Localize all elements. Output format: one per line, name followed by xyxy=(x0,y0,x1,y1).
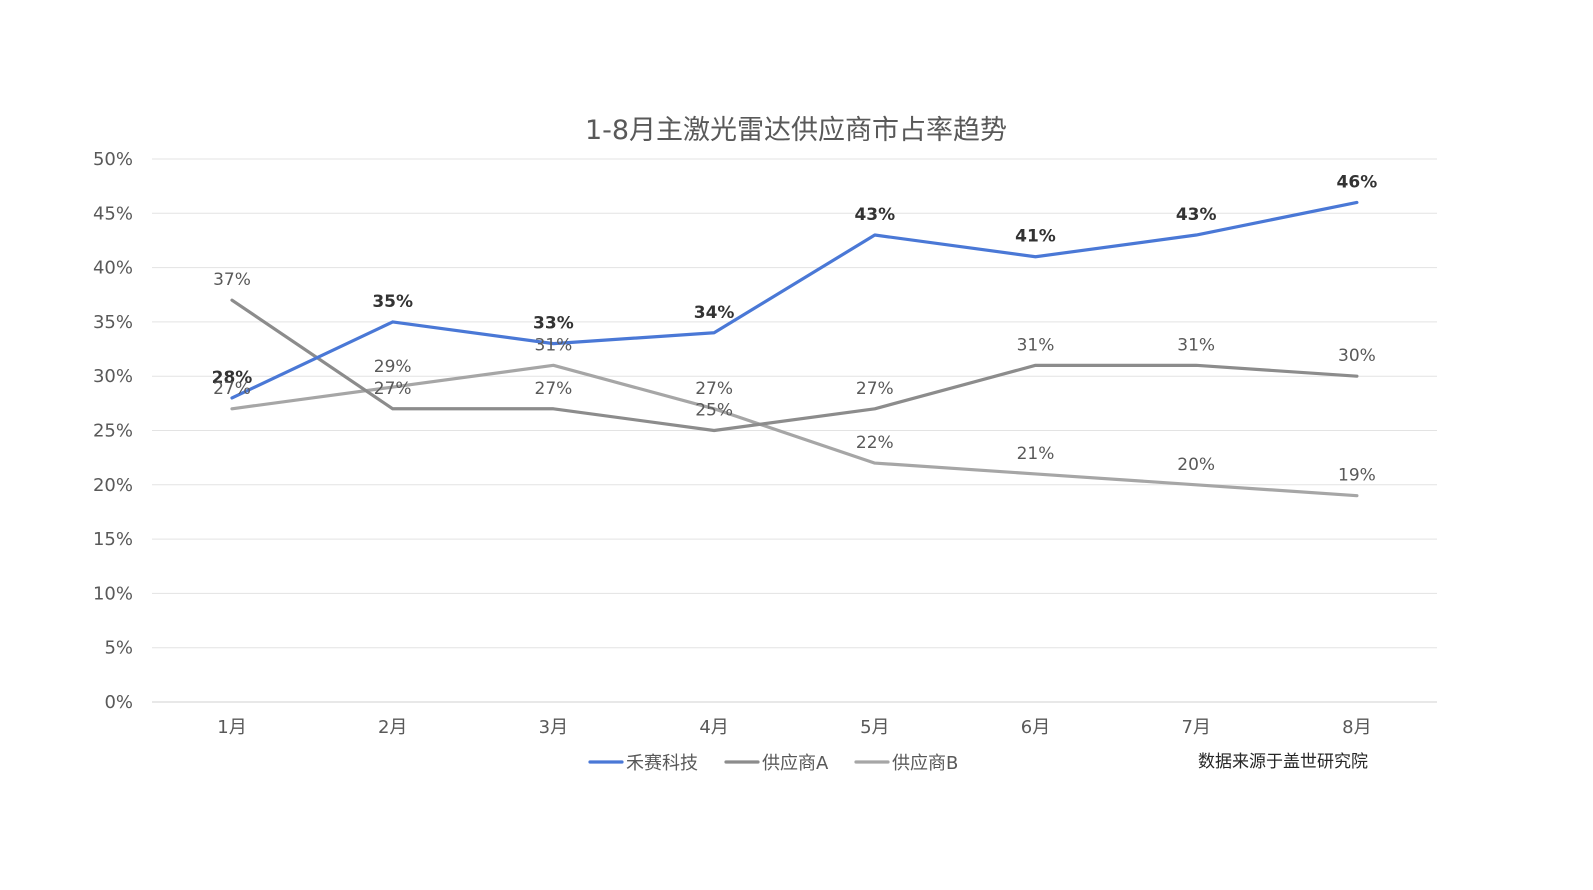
y-tick-label: 20% xyxy=(93,475,133,496)
y-tick-label: 10% xyxy=(93,583,133,604)
data-label: 29% xyxy=(374,357,412,377)
data-label: 30% xyxy=(1338,346,1376,366)
y-tick-label: 40% xyxy=(93,258,133,279)
source-note: 数据来源于盖世研究院 xyxy=(1198,752,1368,772)
x-tick-label: 2月 xyxy=(378,717,407,738)
legend-label: 供应商B xyxy=(892,753,958,774)
x-tick-label: 1月 xyxy=(217,717,246,738)
x-tick-label: 3月 xyxy=(539,717,568,738)
x-tick-label: 8月 xyxy=(1342,717,1371,738)
series-line xyxy=(230,298,1359,433)
data-label: 28% xyxy=(212,368,253,388)
y-tick-label: 0% xyxy=(104,692,133,713)
legend-label: 供应商A xyxy=(762,753,829,774)
y-tick-label: 50% xyxy=(93,149,133,170)
data-label: 21% xyxy=(1017,444,1055,464)
data-label: 27% xyxy=(374,379,412,399)
series-lines xyxy=(230,200,1359,498)
data-labels: 28%35%33%34%43%41%43%46%37%27% 27%25%27%3… xyxy=(212,172,1378,485)
data-label: 27% xyxy=(856,379,894,399)
y-tick-label: 5% xyxy=(104,638,133,659)
y-tick-label: 45% xyxy=(93,203,133,224)
data-label: 19% xyxy=(1338,466,1376,486)
chart-title: 1-8月主激光雷达供应商市占率趋势 xyxy=(585,115,1007,146)
x-tick-label: 5月 xyxy=(860,717,889,738)
data-label: 41% xyxy=(1015,227,1056,247)
y-tick-label: 15% xyxy=(93,529,133,550)
legend: 禾赛科技 供应商A 供应商B xyxy=(588,753,958,774)
series-line xyxy=(230,200,1359,400)
gridlines xyxy=(152,158,1437,703)
data-label: 31% xyxy=(535,335,573,355)
data-label: 31% xyxy=(1177,335,1215,355)
data-label: 27% xyxy=(695,379,733,399)
data-label: 27% xyxy=(535,379,573,399)
data-label: 43% xyxy=(1176,205,1217,225)
y-axis: 0% 5% 10% 15% 20% 25% 30% 35% 40% 45% 50% xyxy=(93,149,133,713)
data-label: 34% xyxy=(694,303,735,323)
x-tick-label: 7月 xyxy=(1181,717,1210,738)
data-label: 22% xyxy=(856,433,894,453)
data-label: 33% xyxy=(533,314,574,334)
x-tick-label: 4月 xyxy=(699,717,728,738)
data-label: 46% xyxy=(1337,172,1378,192)
data-label: 35% xyxy=(372,292,413,312)
x-axis: 1月 2月 3月 4月 5月 6月 7月 8月 xyxy=(217,717,1371,738)
y-tick-label: 25% xyxy=(93,421,133,442)
data-label: 20% xyxy=(1177,455,1215,475)
y-tick-label: 35% xyxy=(93,312,133,333)
legend-label: 禾赛科技 xyxy=(626,753,698,774)
data-label: 25% xyxy=(695,401,733,421)
x-tick-label: 6月 xyxy=(1021,717,1050,738)
data-label: 37% xyxy=(213,270,251,290)
data-label: 31% xyxy=(1017,335,1055,355)
data-label: 27% xyxy=(213,379,251,399)
data-label: 43% xyxy=(854,205,895,225)
series-line xyxy=(230,363,1359,498)
y-tick-label: 30% xyxy=(93,366,133,387)
